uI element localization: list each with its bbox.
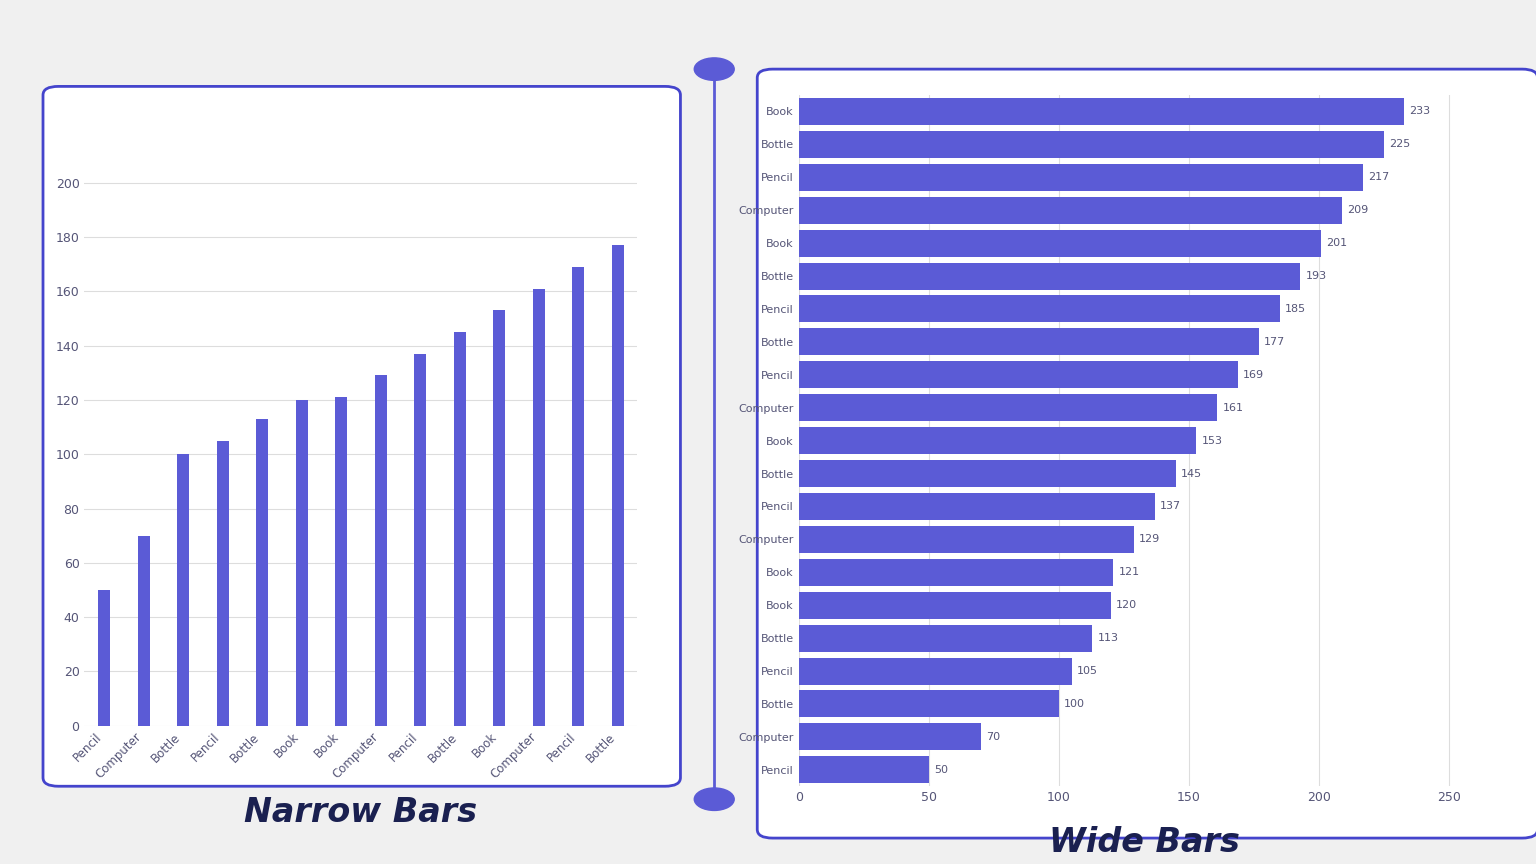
Text: 50: 50 — [934, 765, 948, 775]
Bar — [799, 526, 1134, 553]
Text: 120: 120 — [1115, 600, 1137, 610]
Text: 185: 185 — [1284, 304, 1306, 314]
Bar — [98, 590, 111, 726]
Text: 193: 193 — [1306, 271, 1327, 281]
Bar — [296, 400, 307, 726]
Text: 121: 121 — [1118, 568, 1140, 577]
Bar — [335, 397, 347, 726]
Bar — [257, 419, 269, 726]
Bar — [177, 454, 189, 726]
Text: 137: 137 — [1160, 501, 1181, 511]
Text: 201: 201 — [1327, 238, 1347, 248]
Text: 113: 113 — [1098, 633, 1118, 643]
Bar — [799, 625, 1092, 651]
Text: 129: 129 — [1140, 534, 1161, 544]
Bar — [799, 98, 1404, 125]
Bar — [415, 353, 425, 726]
Bar — [799, 328, 1260, 355]
Bar — [799, 756, 929, 784]
Bar — [799, 164, 1362, 191]
Text: 145: 145 — [1181, 468, 1203, 479]
Bar — [138, 536, 149, 726]
Bar — [799, 658, 1072, 684]
Bar — [453, 332, 465, 726]
Bar — [799, 592, 1111, 619]
Text: 161: 161 — [1223, 403, 1244, 413]
Text: 153: 153 — [1201, 435, 1223, 446]
Text: 105: 105 — [1077, 666, 1098, 676]
Bar — [799, 493, 1155, 520]
Bar — [493, 310, 505, 726]
Bar — [799, 460, 1175, 487]
Bar — [799, 427, 1197, 454]
Bar — [799, 197, 1342, 224]
Text: 169: 169 — [1243, 370, 1264, 380]
Bar — [573, 267, 584, 726]
Bar — [375, 376, 387, 726]
Text: 100: 100 — [1064, 699, 1084, 709]
Bar — [799, 295, 1279, 322]
Text: Narrow Bars: Narrow Bars — [244, 796, 478, 829]
Text: 225: 225 — [1389, 139, 1410, 149]
Text: 70: 70 — [986, 732, 1000, 742]
Bar — [799, 263, 1301, 289]
Bar — [611, 245, 624, 726]
Bar — [799, 559, 1114, 586]
Bar — [799, 230, 1321, 257]
Text: Wide Bars: Wide Bars — [1049, 826, 1240, 859]
Bar — [799, 723, 980, 750]
Bar — [799, 131, 1384, 158]
Text: 217: 217 — [1369, 172, 1389, 182]
Text: 177: 177 — [1264, 337, 1286, 347]
Bar — [799, 690, 1058, 717]
Bar — [799, 361, 1238, 388]
Bar — [217, 441, 229, 726]
Bar — [799, 394, 1217, 422]
Text: 233: 233 — [1410, 106, 1430, 117]
Text: 209: 209 — [1347, 206, 1369, 215]
Bar — [533, 289, 545, 726]
